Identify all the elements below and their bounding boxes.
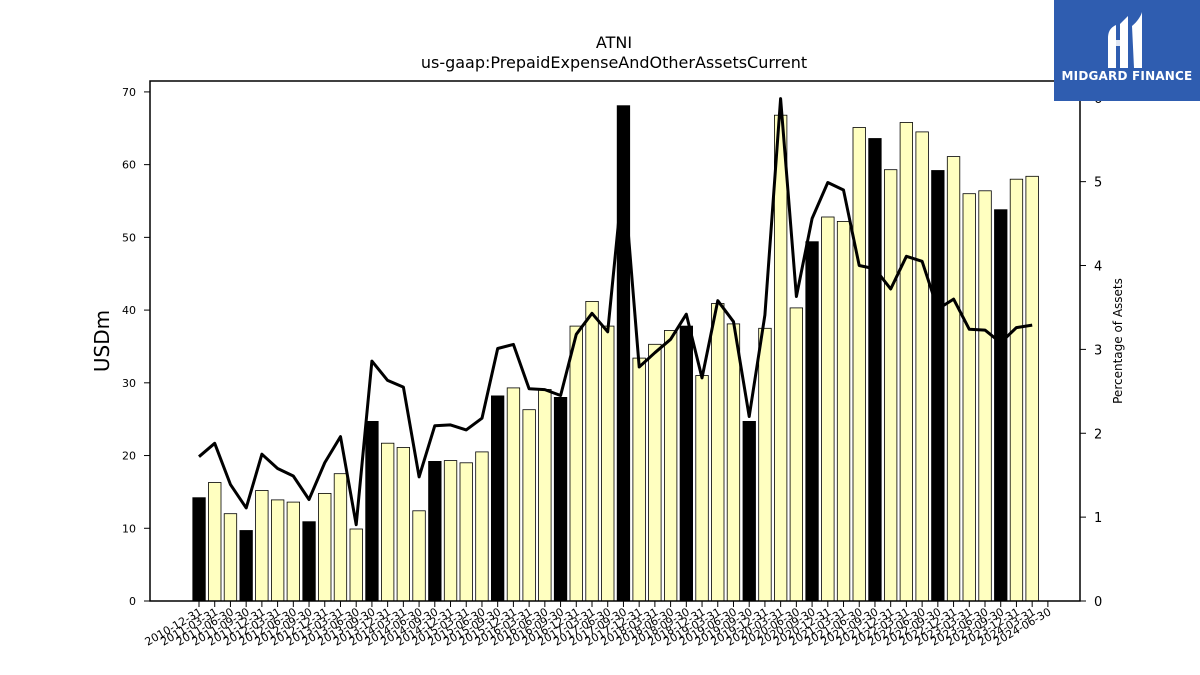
bar-2018-09-30 xyxy=(679,325,693,602)
bar-2015-06-30 xyxy=(475,451,489,602)
y-tick-label: 20 xyxy=(122,450,136,463)
y-tick-label: 30 xyxy=(122,377,136,390)
logo-text: MIDGARD FINANCE xyxy=(1061,69,1193,83)
y-tick-label: 40 xyxy=(122,304,136,317)
bar-2022-03-31 xyxy=(899,122,913,602)
bar-2011-12-31 xyxy=(255,490,269,602)
chart-subtitle: us-gaap:PrepaidExpenseAndOtherAssetsCurr… xyxy=(421,53,807,72)
bar-2021-03-31 xyxy=(836,220,851,602)
bar-2018-12-31 xyxy=(695,375,709,602)
bar-2014-03-31 xyxy=(396,447,411,602)
bar-2019-06-30 xyxy=(726,323,741,602)
bar-2017-06-30 xyxy=(601,325,615,602)
bar-2019-09-30 xyxy=(742,420,756,602)
bar-2019-12-31 xyxy=(758,327,772,602)
y-axis-label: USDm xyxy=(90,310,114,372)
bar-2021-12-31 xyxy=(884,169,898,602)
right-axis-ticks: 0123456 xyxy=(1080,92,1102,610)
y-tick-label: 0 xyxy=(129,595,136,608)
bar-2012-12-31 xyxy=(318,492,332,602)
y-tick-label: 60 xyxy=(122,159,136,172)
left-axis-ticks: 0 10 20 30 40 50 60 70 xyxy=(122,86,150,608)
bar-2013-09-30 xyxy=(365,420,379,602)
bar-2017-12-31 xyxy=(632,357,646,602)
midgard-logo-icon xyxy=(1108,12,1142,68)
bar-2015-03-31 xyxy=(459,462,473,602)
bar-2016-12-31 xyxy=(569,325,583,602)
bar-2020-12-31 xyxy=(821,216,835,602)
bar-2014-06-30 xyxy=(412,510,426,602)
bar-2016-03-31 xyxy=(522,409,536,602)
bar-2023-03-31 xyxy=(962,193,976,602)
bar-2016-06-30 xyxy=(538,388,552,602)
y-right-tick-label: 3 xyxy=(1094,343,1102,358)
bar-2011-03-31 xyxy=(208,482,222,602)
midgard-logo: MIDGARD FINANCE xyxy=(1054,0,1200,101)
y-right-tick-label: 0 xyxy=(1094,595,1102,610)
bar-2020-06-30 xyxy=(789,307,803,602)
bar-2021-06-30 xyxy=(852,127,866,602)
bar-2014-09-30 xyxy=(428,460,442,602)
y-tick-label: 10 xyxy=(122,522,136,535)
bar-2019-03-31 xyxy=(711,303,725,602)
bar-2013-03-31 xyxy=(333,473,348,602)
y-right-tick-label: 1 xyxy=(1094,511,1102,526)
bar-2024-03-31 xyxy=(1025,175,1039,602)
bar-2022-06-30 xyxy=(915,131,929,602)
bar-2014-12-31 xyxy=(443,460,458,602)
bar-2015-09-30 xyxy=(490,395,505,602)
bar-2023-06-30 xyxy=(978,190,992,602)
bar-2013-06-30 xyxy=(349,528,363,602)
line-group xyxy=(198,97,1033,527)
bar-2015-12-31 xyxy=(506,387,521,602)
bar-2021-09-30 xyxy=(868,138,882,602)
bar-2016-09-30 xyxy=(553,396,568,602)
bar-2018-03-31 xyxy=(648,343,662,602)
bars-group xyxy=(192,105,1039,602)
bar-2010-12-31 xyxy=(192,497,206,602)
y-tick-label: 50 xyxy=(122,231,136,244)
bar-2023-09-30 xyxy=(994,209,1008,602)
plot-frame xyxy=(149,80,1081,602)
y-right-tick-label: 2 xyxy=(1094,427,1102,442)
y-tick-label: 70 xyxy=(122,86,136,99)
bar-2023-12-31 xyxy=(1009,178,1024,602)
x-axis-ticks: 2010-12-312011-03-312011-06-302011-09-30… xyxy=(143,601,1053,649)
y-right-tick-label: 5 xyxy=(1094,176,1102,191)
bar-2022-12-31 xyxy=(946,156,961,602)
bar-2013-12-31 xyxy=(380,442,395,602)
bar-2011-06-30 xyxy=(223,513,238,602)
bar-2012-06-30 xyxy=(286,501,301,602)
bar-2012-09-30 xyxy=(302,521,316,602)
y-axis-label-right: Percentage of Assets xyxy=(1111,278,1125,404)
bar-2022-09-30 xyxy=(931,170,945,602)
y-right-tick-label: 4 xyxy=(1094,260,1102,275)
percentage-line xyxy=(198,97,1033,527)
bar-2012-03-31 xyxy=(270,499,285,602)
bar-2020-09-30 xyxy=(805,241,819,602)
bar-2011-09-30 xyxy=(239,530,253,602)
bar-2018-06-30 xyxy=(664,330,678,602)
bar-2017-03-31 xyxy=(585,300,599,602)
chart-title: ATNI xyxy=(596,33,632,52)
bar-2020-03-31 xyxy=(774,114,788,602)
